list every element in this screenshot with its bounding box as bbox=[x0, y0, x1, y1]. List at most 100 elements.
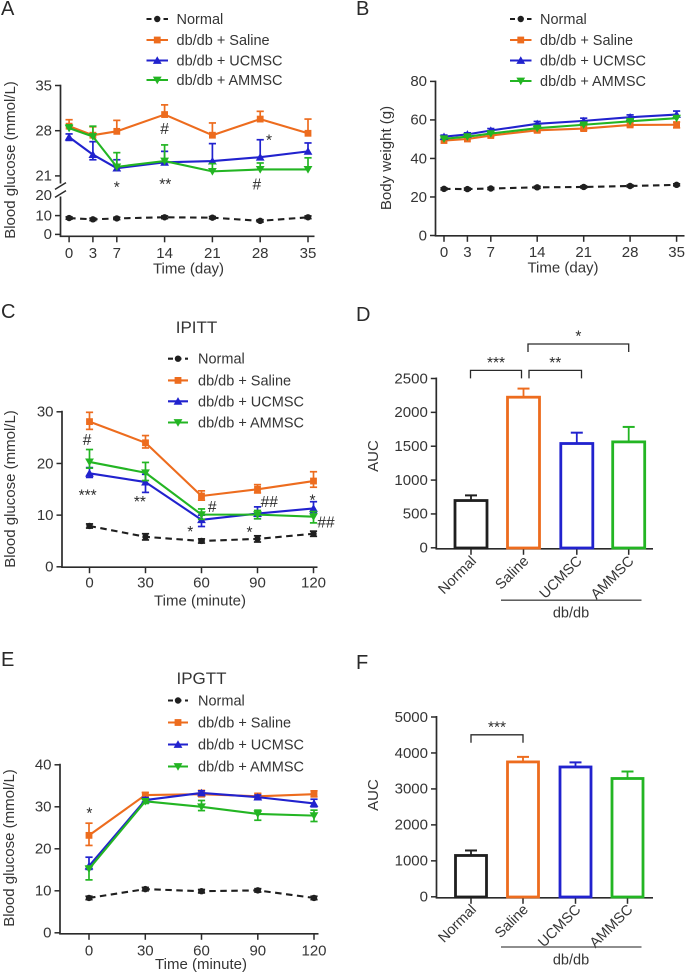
legend-marker bbox=[173, 740, 183, 748]
data-point-marker bbox=[140, 797, 150, 806]
significance-annotation: * bbox=[575, 328, 581, 345]
y-tick-label: 10 bbox=[37, 507, 54, 524]
data-point-marker bbox=[309, 799, 319, 807]
data-point-marker bbox=[439, 135, 449, 144]
series-db-db-saline bbox=[85, 411, 318, 501]
y-axis: 0 10 20 30 bbox=[37, 404, 63, 576]
y-axis-title: Blood glucose (mmol/L) bbox=[2, 410, 19, 568]
legend-item-normal: Normal bbox=[168, 694, 245, 710]
y-tick-label: 4000 bbox=[395, 745, 428, 762]
x-tick-label: 0 bbox=[85, 575, 93, 592]
data-point-marker bbox=[532, 124, 542, 133]
data-point-marker bbox=[64, 132, 74, 141]
panel-label-F: F bbox=[356, 652, 368, 674]
panel-label-A: A bbox=[1, 0, 15, 20]
category-label: UCMSC bbox=[535, 902, 584, 951]
x-tick-label: 60 bbox=[193, 575, 210, 592]
panel-label-B: B bbox=[356, 0, 369, 20]
legend-item-db-db-ammsc: db/db + AMMSC bbox=[510, 74, 646, 90]
significance-annotation: # bbox=[252, 176, 261, 193]
y-tick-label: 30 bbox=[37, 404, 54, 421]
x-tick-label: 60 bbox=[193, 942, 210, 959]
legend-item-db-db-ammsc: db/db + AMMSC bbox=[146, 73, 283, 89]
legend-item-normal: Normal bbox=[168, 352, 245, 368]
bar-ammsc bbox=[610, 777, 645, 899]
legend-item-db-db-ucmsc: db/db + UCMSC bbox=[510, 54, 646, 70]
bar-saline bbox=[506, 760, 540, 899]
bar-normal bbox=[453, 499, 489, 550]
y-axis: 0 500 1000 1500 2000 2500 bbox=[394, 370, 438, 557]
significance-annotation: * bbox=[310, 493, 316, 510]
significance-annotation: ## bbox=[261, 494, 279, 511]
significance-annotation: # bbox=[83, 432, 92, 449]
y-tick-label: 20 bbox=[35, 187, 52, 204]
legend-item-db-db-saline: db/db + Saline bbox=[168, 716, 291, 732]
data-point-marker bbox=[112, 163, 122, 172]
data-point-marker bbox=[672, 114, 681, 123]
x-tick-label: 30 bbox=[137, 575, 154, 592]
category-label: Saline bbox=[493, 553, 533, 593]
x-tick-label: 21 bbox=[204, 245, 221, 262]
significance-annotation: ** bbox=[549, 355, 561, 372]
category-label: AMMSC bbox=[587, 902, 636, 951]
series-db-db-ammsc bbox=[64, 124, 313, 176]
y-axis-break-slash bbox=[54, 181, 67, 191]
significance-bracket bbox=[470, 734, 524, 743]
data-point-marker bbox=[487, 185, 494, 192]
data-point-marker bbox=[161, 111, 168, 118]
x-tick-label: 0 bbox=[85, 942, 93, 959]
legend-marker bbox=[173, 419, 183, 427]
bar-normal bbox=[454, 854, 488, 899]
data-point-marker bbox=[86, 418, 93, 426]
data-point-marker bbox=[85, 894, 93, 902]
y-tick-label: 40 bbox=[35, 757, 52, 774]
x-tick-label: 28 bbox=[252, 245, 269, 262]
legend-marker bbox=[516, 77, 526, 86]
x-tick-label: 35 bbox=[300, 245, 317, 262]
x-tick-label: 90 bbox=[249, 575, 266, 592]
x-tick-label: 7 bbox=[113, 245, 121, 262]
legend-marker bbox=[154, 15, 161, 23]
x-tick-label: 0 bbox=[440, 244, 448, 261]
data-point-marker bbox=[89, 216, 97, 223]
series-db-db-ammsc bbox=[84, 797, 319, 881]
significance-bracket bbox=[527, 343, 630, 352]
y-tick-label: 20 bbox=[35, 841, 52, 858]
y-tick-label: 10 bbox=[35, 883, 52, 900]
data-point-marker bbox=[88, 133, 98, 141]
legend-marker bbox=[174, 719, 182, 726]
legend-marker bbox=[152, 76, 162, 85]
x-tick-label: 14 bbox=[156, 245, 173, 262]
data-point-marker bbox=[625, 117, 635, 126]
legend-label: db/db + AMMSC bbox=[177, 73, 283, 89]
x-axis-title: Time (minute) bbox=[154, 593, 246, 610]
legend-label: db/db + UCMSC bbox=[540, 54, 646, 70]
category-label: Normal bbox=[435, 553, 479, 597]
y-tick-label: 0 bbox=[45, 559, 53, 576]
x-tick-label: 3 bbox=[89, 245, 97, 262]
y-tick-label: 35 bbox=[35, 77, 52, 94]
data-point-marker bbox=[85, 831, 93, 839]
y-tick-label: 2000 bbox=[395, 817, 428, 834]
data-point-marker bbox=[208, 167, 217, 176]
data-point-marker bbox=[673, 121, 680, 129]
data-point-marker bbox=[198, 888, 205, 895]
legend-marker bbox=[517, 36, 525, 44]
significance-annotation: # bbox=[208, 499, 217, 516]
data-point-marker bbox=[113, 127, 121, 135]
bar-saline bbox=[506, 395, 541, 550]
y-axis-title: Blood glucose (mmol/L) bbox=[2, 81, 19, 239]
data-point-marker bbox=[209, 214, 216, 221]
y-axis: 0 10 20 30 40 bbox=[35, 757, 61, 942]
data-point-marker bbox=[253, 511, 262, 519]
legend-label: Normal bbox=[177, 12, 224, 28]
data-point-marker bbox=[209, 131, 216, 139]
legend-item-db-db-saline: db/db + Saline bbox=[510, 33, 633, 49]
data-point-marker bbox=[142, 885, 149, 893]
data-point-marker bbox=[304, 214, 312, 221]
data-point-marker bbox=[303, 166, 313, 174]
series-line bbox=[68, 127, 308, 173]
data-point-marker bbox=[253, 792, 263, 801]
legend-label: db/db + Saline bbox=[198, 716, 291, 732]
